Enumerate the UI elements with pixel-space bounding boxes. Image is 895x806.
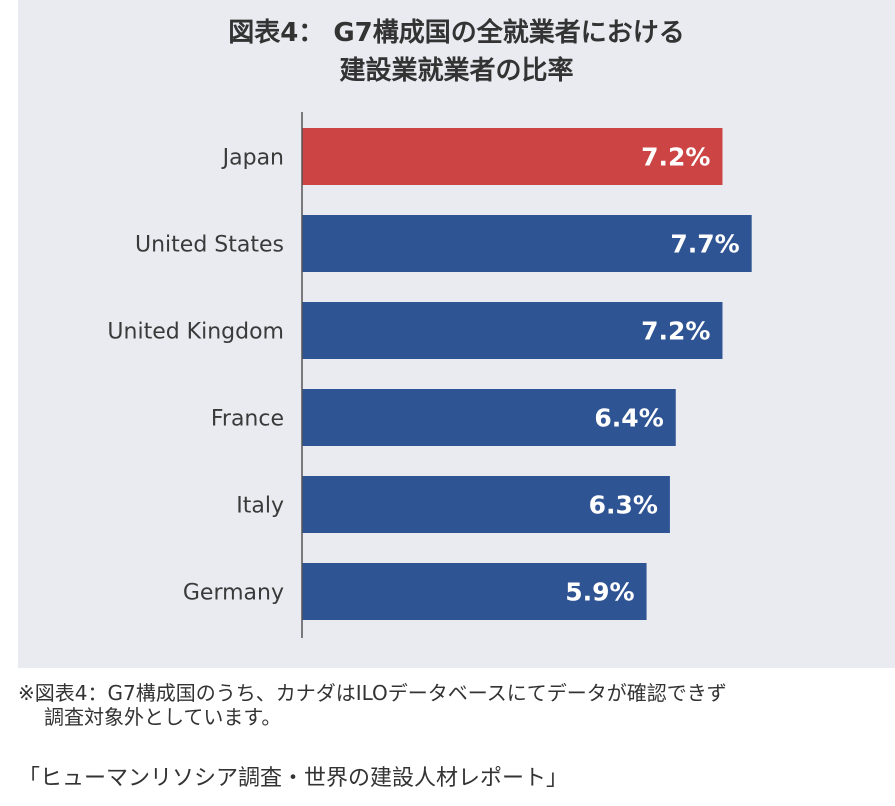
value-label: 6.4% xyxy=(594,404,663,433)
bar-germany xyxy=(302,563,647,620)
bar-italy xyxy=(302,476,670,533)
category-label: France xyxy=(211,407,284,432)
category-label: Italy xyxy=(236,494,284,519)
bar-united-kingdom xyxy=(302,302,723,359)
chart-title-line1: 図表4： G7構成国の全就業者における xyxy=(228,18,685,48)
bar-japan xyxy=(302,128,723,185)
footnote: ※図表4：G7構成国のうち、カナダはILOデータベースにてデータが確認できず 調… xyxy=(18,681,888,729)
bar-united-states xyxy=(302,215,752,272)
category-label: Germany xyxy=(183,581,284,606)
value-label: 7.2% xyxy=(641,317,710,346)
category-label: United Kingdom xyxy=(107,320,284,345)
source-credit: 「ヒューマンリソシア調査・世界の建設人材レポート」 xyxy=(18,766,569,791)
value-label: 5.9% xyxy=(565,578,634,607)
chart-title-line2: 建設業就業者の比率 xyxy=(339,56,574,86)
chart-panel: 図表4： G7構成国の全就業者における 建設業就業者の比率 Japan 7.2% U… xyxy=(18,0,895,668)
footnote-line1: ※図表4：G7構成国のうち、カナダはILOデータベースにてデータが確認できず xyxy=(18,681,727,705)
category-label: United States xyxy=(135,233,284,258)
category-label: Japan xyxy=(221,146,284,171)
chart-title: 図表4： G7構成国の全就業者における 建設業就業者の比率 xyxy=(18,14,895,90)
bar-france xyxy=(302,389,676,446)
footnote-line2: 調査対象外としています。 xyxy=(44,705,282,729)
bar-chart: Japan 7.2% United States 7.7% United Kingdom… xyxy=(107,112,752,638)
value-label: 6.3% xyxy=(589,491,658,520)
value-label: 7.2% xyxy=(641,143,710,172)
value-label: 7.7% xyxy=(670,230,739,259)
